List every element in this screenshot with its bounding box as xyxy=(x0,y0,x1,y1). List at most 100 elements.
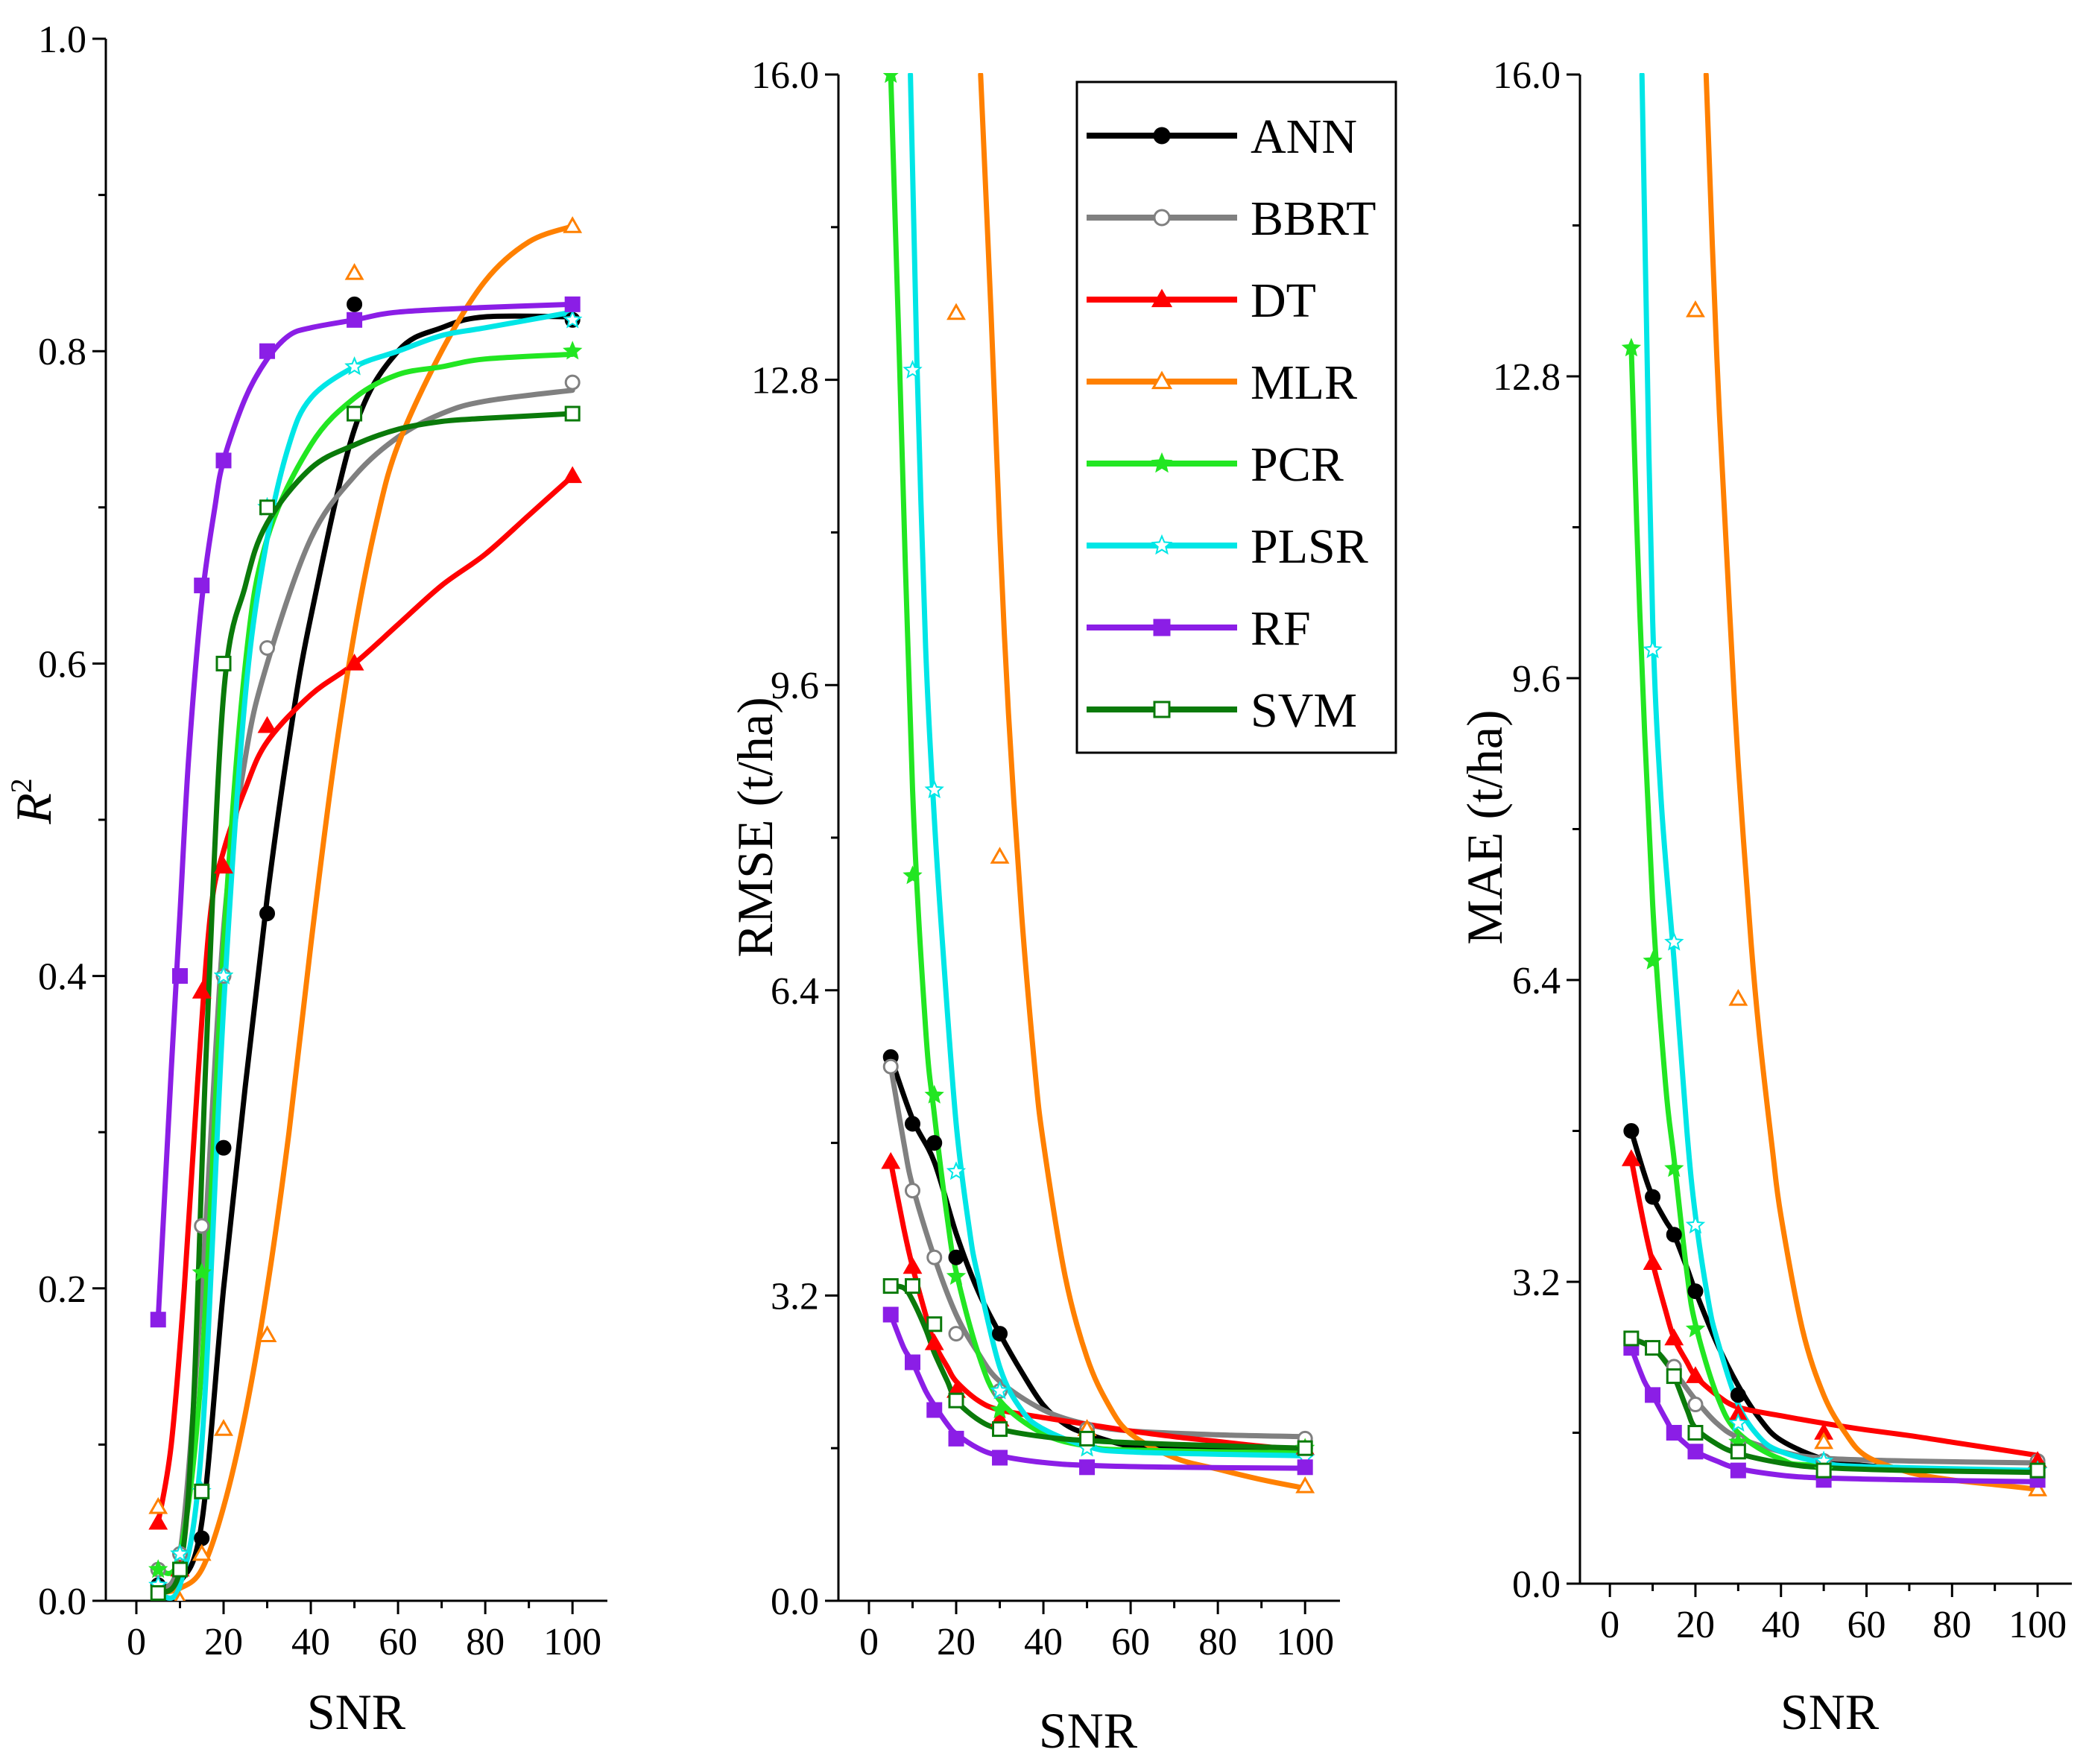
rmse-x-tick-label: 100 xyxy=(1276,1621,1334,1663)
mae-point-svm xyxy=(1730,1444,1746,1460)
legend-marker xyxy=(1151,370,1173,390)
rmse-point-pcr xyxy=(903,865,923,885)
rmse-y-tick-label: 0.0 xyxy=(771,1581,819,1623)
rmse-plot-area: SNR RMSE (t/ha) xyxy=(727,73,1315,1759)
r2-curve-dt xyxy=(155,473,575,1526)
rmse-point-mlr xyxy=(990,847,1010,864)
rmse-point-ann xyxy=(904,1116,920,1132)
legend-item-mlr: MLR xyxy=(1087,355,1357,410)
rmse-point-bbrt xyxy=(948,1326,964,1342)
mae-x-tick-label: 80 xyxy=(1932,1604,1971,1646)
mae-panel: 0.0 3.2 6.4 9.6 12.8 16.0 0 20 40 60 80 100 SNR MAE… xyxy=(1456,54,2072,1740)
r2-point-rf xyxy=(194,578,210,594)
r2-point-rf xyxy=(564,296,581,312)
rmse-point-bbrt xyxy=(904,1183,920,1199)
rmse-point-rf xyxy=(992,1450,1008,1466)
rmse-x-tick-label: 0 xyxy=(859,1621,879,1663)
legend-label: MLR xyxy=(1251,355,1357,410)
legend-label: ANN xyxy=(1251,110,1357,164)
r2-point-ann xyxy=(194,1530,210,1546)
mae-point-rf xyxy=(1645,1387,1661,1403)
rmse-point-mlr xyxy=(1295,1476,1315,1493)
r2-point-plsr xyxy=(562,309,583,329)
r2-point-dt xyxy=(257,715,277,733)
mae-point-ann xyxy=(1666,1227,1682,1243)
rmse-x-axis-title: SNR xyxy=(1039,1702,1138,1759)
rmse-point-bbrt xyxy=(926,1249,943,1265)
r2-y-tick-label: 0.8 xyxy=(38,331,86,373)
r2-point-svm xyxy=(215,655,232,671)
rmse-x-tick-label: 80 xyxy=(1198,1621,1237,1663)
legend-item-plsr: PLSR xyxy=(1087,519,1368,574)
rmse-point-rf xyxy=(1297,1459,1313,1476)
rmse-point-plsr xyxy=(924,780,944,799)
r2-x-tick-label: 60 xyxy=(379,1621,417,1663)
rmse-y-tick-label: 12.8 xyxy=(751,360,819,402)
mae-point-rf xyxy=(1730,1462,1746,1479)
rmse-y-axis-title: RMSE (t/ha) xyxy=(727,697,783,957)
mae-curve-pcr xyxy=(1628,345,2041,1476)
r2-point-ann xyxy=(259,905,276,922)
mae-point-mlr xyxy=(1686,300,1705,317)
r2-point-rf xyxy=(150,1312,166,1328)
mae-point-svm xyxy=(2029,1462,2046,1479)
mae-y-tick-label: 6.4 xyxy=(1512,960,1561,1002)
rmse-point-svm xyxy=(992,1421,1008,1438)
legend-items: ANN BBRT DT MLR PCR PLSR RF SVM xyxy=(1087,110,1376,738)
r2-point-mlr xyxy=(563,216,583,233)
mae-y-tick-label: 12.8 xyxy=(1493,356,1561,399)
r2-point-dt xyxy=(192,981,212,999)
r2-y-axis-title: R2 xyxy=(4,778,62,825)
mae-point-svm xyxy=(1645,1340,1661,1356)
r2-point-rf xyxy=(171,968,188,984)
r2-point-pcr xyxy=(148,1559,168,1578)
legend-item-rf: RF xyxy=(1087,601,1311,656)
rmse-curve-ann xyxy=(888,1054,1308,1451)
rmse-point-svm xyxy=(926,1316,943,1333)
legend-marker xyxy=(1151,534,1173,555)
r2-axes: 0.0 0.2 0.4 0.6 0.8 1.0 0 20 40 60 80 100 xyxy=(38,19,607,1663)
r2-curve-mlr xyxy=(155,224,575,1596)
mae-point-rf xyxy=(1666,1425,1682,1441)
r2-x-tick-label: 80 xyxy=(466,1621,505,1663)
r2-x-axis-title: SNR xyxy=(307,1684,406,1740)
mae-point-mlr xyxy=(1814,1432,1834,1450)
mae-curve-mlr xyxy=(1703,73,2041,1492)
r2-point-ann xyxy=(347,296,363,312)
legend-label: DT xyxy=(1251,274,1316,328)
mae-series-markers xyxy=(1621,300,2048,1496)
r2-x-tick-label: 40 xyxy=(291,1621,330,1663)
legend-marker xyxy=(1153,619,1171,636)
r2-point-svm xyxy=(564,405,581,422)
mae-point-pcr xyxy=(1621,338,1642,357)
mae-point-plsr xyxy=(1685,1215,1706,1234)
r2-y-axis-title-sup: 2 xyxy=(4,778,38,793)
rmse-point-svm xyxy=(1297,1440,1313,1456)
r2-point-dt xyxy=(214,856,233,874)
r2-point-dt xyxy=(563,466,583,484)
rmse-point-rf xyxy=(948,1430,964,1447)
mae-point-dt xyxy=(1621,1149,1641,1166)
rmse-point-plsr xyxy=(990,1380,1010,1400)
mae-point-ann xyxy=(1687,1283,1704,1300)
r2-point-plsr xyxy=(344,356,364,376)
rmse-x-tick-label: 20 xyxy=(937,1621,976,1663)
mae-point-pcr xyxy=(1643,950,1663,970)
mae-point-svm xyxy=(1623,1330,1640,1347)
mae-point-rf xyxy=(1687,1444,1704,1460)
mae-point-svm xyxy=(1687,1425,1704,1441)
rmse-point-svm xyxy=(882,1278,899,1294)
r2-point-mlr xyxy=(174,1590,186,1601)
r2-point-rf xyxy=(259,343,276,359)
mae-point-ann xyxy=(1645,1189,1661,1205)
mae-x-axis-title: SNR xyxy=(1780,1684,1880,1740)
mae-point-plsr xyxy=(1664,932,1684,951)
r2-point-bbrt xyxy=(564,374,581,391)
r2-point-plsr xyxy=(213,965,234,984)
r2-point-mlr xyxy=(344,263,364,280)
legend-item-svm: SVM xyxy=(1087,683,1357,738)
mae-x-tick-label: 20 xyxy=(1676,1604,1715,1646)
mae-point-dt xyxy=(1686,1366,1705,1383)
legend-item-dt: DT xyxy=(1087,274,1316,328)
r2-point-rf xyxy=(347,312,363,328)
